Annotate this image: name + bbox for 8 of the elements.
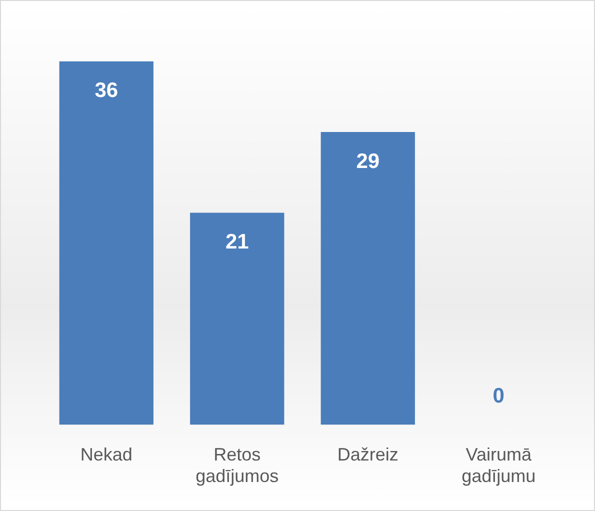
data-label: 0 bbox=[492, 384, 504, 408]
x-tick-label: Dažreiz bbox=[337, 444, 398, 465]
x-tick-label: Retos gadījumos bbox=[196, 444, 279, 486]
data-label: 21 bbox=[225, 230, 250, 254]
x-tick-label: Nekad bbox=[80, 444, 132, 465]
data-label: 36 bbox=[94, 79, 118, 102]
x-tick-label: Vairumā gadījumu bbox=[462, 444, 536, 486]
data-label: 29 bbox=[356, 150, 380, 173]
